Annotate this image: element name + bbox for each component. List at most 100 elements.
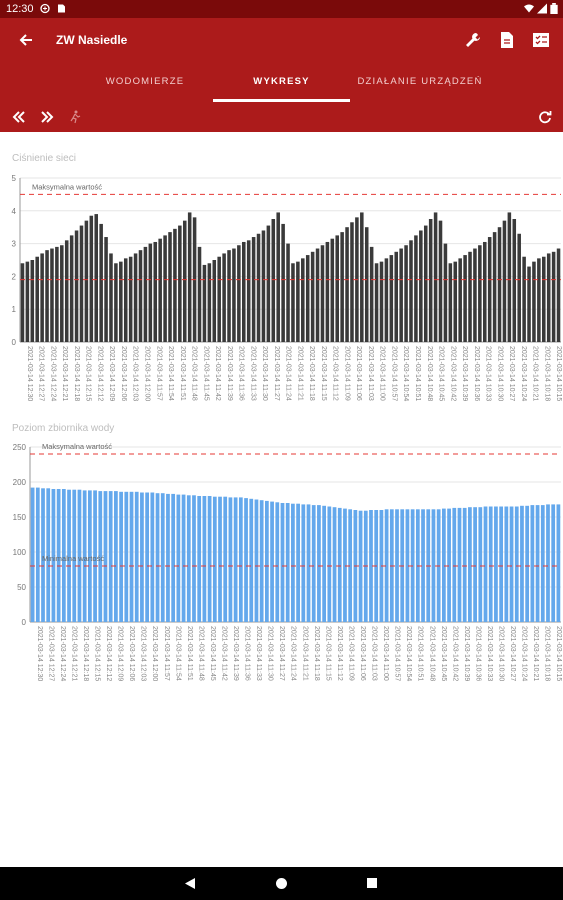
- x-tick-label: 2021-03-14 10:15: [555, 626, 562, 681]
- x-tick-label: 2021-03-14 12:06: [120, 346, 127, 401]
- x-tick-label: 2021-03-14 10:36: [474, 626, 481, 681]
- bar: [35, 487, 40, 622]
- bar: [114, 263, 118, 342]
- x-tick-label: 2021-03-14 10:21: [532, 626, 539, 681]
- bar: [311, 505, 316, 622]
- x-tick-label: 2021-03-14 11:06: [355, 346, 362, 401]
- x-tick-label: 2021-03-14 10:18: [544, 626, 551, 681]
- bar: [109, 253, 113, 342]
- bar: [332, 507, 337, 622]
- bar: [325, 241, 330, 342]
- bar: [74, 230, 79, 342]
- x-tick-label: 2021-03-14 10:24: [520, 346, 527, 401]
- threshold-label: Minimalna wartość: [42, 554, 104, 563]
- bar: [340, 232, 344, 342]
- settings-button[interactable]: [461, 28, 485, 52]
- bar: [40, 253, 44, 342]
- y-tick-label: 0: [12, 338, 17, 347]
- nav-recents-icon[interactable]: [366, 877, 378, 889]
- bar: [517, 233, 521, 342]
- x-tick-label: 2021-03-14 12:27: [47, 626, 54, 681]
- previous-button[interactable]: [7, 105, 31, 129]
- bar: [296, 261, 300, 342]
- y-tick-label: 0: [22, 618, 27, 627]
- bar: [337, 507, 342, 622]
- bar: [55, 246, 59, 342]
- x-tick-label: 2021-03-14 10:48: [426, 346, 433, 401]
- y-tick-label: 50: [17, 583, 26, 592]
- tab-wodomierze[interactable]: WODOMIERZE: [105, 75, 185, 87]
- x-tick-label: 2021-03-14 11:21: [296, 346, 303, 401]
- x-tick-label: 2021-03-14 10:18: [543, 346, 550, 401]
- bar: [61, 489, 66, 622]
- bar: [527, 266, 531, 342]
- x-tick-label: 2021-03-14 11:03: [367, 346, 374, 401]
- bar: [546, 253, 551, 342]
- x-tick-label: 2021-03-14 10:15: [555, 346, 562, 401]
- bar: [532, 261, 536, 342]
- bar: [504, 506, 509, 622]
- report-button[interactable]: [495, 28, 519, 52]
- x-tick-label: 2021-03-14 11:00: [379, 346, 386, 401]
- back-button[interactable]: [14, 28, 38, 52]
- bar: [155, 493, 160, 622]
- y-tick-label: 4: [12, 207, 17, 216]
- bar: [187, 212, 192, 342]
- x-tick-label: 2021-03-14 11:27: [273, 346, 280, 401]
- bar: [350, 222, 354, 342]
- bar: [119, 261, 123, 342]
- bar: [46, 488, 51, 622]
- x-tick-label: 2021-03-14 10:42: [451, 626, 458, 681]
- pressure-chart: 0 1 2 3 4 5 Maksymalna wartość 2021-03-14 12:30…: [12, 174, 563, 401]
- bar: [160, 493, 165, 622]
- bar: [482, 241, 487, 342]
- bar: [223, 496, 228, 622]
- bar: [94, 214, 99, 342]
- bar: [473, 248, 477, 342]
- x-tick-label: 2021-03-14 11:00: [382, 626, 389, 681]
- x-tick-label: 2021-03-14 10:48: [428, 626, 435, 681]
- bar: [374, 263, 379, 342]
- app-bar: ZW Nasiedle WODOMIERZE WYKRESY DZIAŁANIE…: [0, 18, 563, 132]
- bar: [468, 507, 472, 622]
- x-tick-label: 2021-03-14 10:57: [390, 346, 397, 401]
- bar: [181, 494, 186, 622]
- x-tick-label: 2021-03-14 11:09: [347, 626, 354, 681]
- nav-back-icon[interactable]: [184, 877, 196, 890]
- x-tick-label: 2021-03-14 10:36: [473, 346, 480, 401]
- bar: [182, 220, 187, 342]
- y-tick-label: 250: [13, 443, 27, 452]
- bar: [540, 505, 545, 622]
- bar: [197, 246, 202, 342]
- chart-1-title: Ciśnienie sieci: [12, 153, 76, 164]
- bar: [453, 261, 458, 342]
- bar: [492, 232, 497, 342]
- bar: [143, 246, 148, 342]
- bar: [25, 261, 30, 342]
- tab-wykresy[interactable]: WYKRESY: [213, 64, 350, 102]
- bar: [256, 233, 261, 342]
- bar: [276, 212, 280, 342]
- bar: [51, 489, 56, 622]
- wrench-icon: [466, 33, 480, 47]
- x-tick-label: 2021-03-14 12:12: [105, 626, 112, 681]
- bar: [271, 219, 276, 342]
- x-tick-label: 2021-03-14 10:33: [485, 346, 492, 401]
- tab-dzialanie-urzadzen[interactable]: DZIAŁANIE URZĄDZEŃ: [357, 75, 483, 87]
- bar: [394, 251, 399, 342]
- charts-content: Ciśnienie sieci 0 1 2 3 4 5 Maksymalna wartość…: [0, 132, 563, 867]
- bar: [237, 245, 241, 342]
- run-button[interactable]: [63, 105, 87, 129]
- next-button[interactable]: [35, 105, 59, 129]
- checklist-button[interactable]: [529, 28, 553, 52]
- nav-home-icon[interactable]: [275, 877, 288, 890]
- bar: [99, 223, 103, 342]
- bar: [512, 219, 517, 342]
- bar: [145, 492, 150, 622]
- bar: [280, 503, 285, 622]
- x-tick-label: 2021-03-14 11:48: [197, 626, 204, 681]
- tab-bar: WODOMIERZE WYKRESY DZIAŁANIE URZĄDZEŃ: [0, 64, 563, 102]
- refresh-button[interactable]: [533, 105, 557, 129]
- x-tick-label: 2021-03-14 12:21: [61, 346, 68, 401]
- bar: [30, 260, 35, 342]
